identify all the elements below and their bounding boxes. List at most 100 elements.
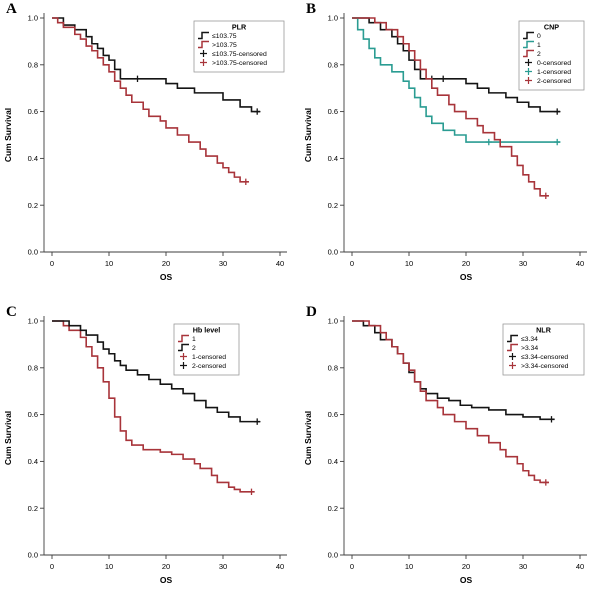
- legend-plus-marker: [200, 59, 207, 66]
- legend-label: >103.75-censored: [212, 60, 267, 67]
- legend-label: 1-censored: [192, 354, 226, 361]
- y-tick-label: 0.0: [328, 551, 338, 560]
- legend-plus-marker: [525, 68, 532, 75]
- legend-label: 1: [537, 42, 541, 49]
- series->103.75: [52, 17, 249, 185]
- censor-mark: [254, 108, 261, 115]
- y-tick-label: 0.6: [28, 107, 38, 116]
- legend-label: 0-censored: [537, 60, 571, 67]
- censor-mark: [554, 138, 561, 146]
- legend-label: >103.75: [212, 42, 237, 49]
- panel-C: C 0.0 0.2 0.4 0.6 0.8 1.0 0 10 20 30 40 OS Cum Survi…: [0, 303, 300, 607]
- y-tick-label: 0.8: [328, 60, 338, 69]
- x-tick-label: 10: [105, 562, 113, 571]
- km-chart-D: 0.0 0.2 0.4 0.6 0.8 1.0 0 10 20 30 40 OS Cum Surviva…: [303, 316, 587, 585]
- x-axis-ticks: 0 10 20 30 40: [50, 252, 284, 268]
- x-tick-label: 40: [576, 562, 584, 571]
- y-tick-label: 0.0: [28, 248, 38, 257]
- panel-A: A 0.0 0.2 0.4 0.6 0.8 1.0 0 10 20 30 40 OS Cum Survi…: [0, 0, 300, 303]
- censor-mark: [485, 138, 492, 146]
- legend-line-marker: [523, 31, 534, 40]
- panel-letter-B: B: [306, 1, 317, 17]
- legend-plus-marker: [509, 353, 516, 360]
- y-tick-label: 1.0: [328, 14, 338, 23]
- y-tick-label: 1.0: [328, 317, 338, 326]
- x-axis-ticks: 0 10 20 30 40: [350, 252, 584, 268]
- panel-B: B 0.0 0.2 0.4 0.6 0.8 1.0 0 10 20 30 40 OS Cum Survi…: [300, 0, 600, 303]
- legend-line-marker: [523, 40, 534, 49]
- x-tick-label: 0: [350, 562, 354, 571]
- y-axis-ticks: 0.0 0.2 0.4 0.6 0.8 1.0: [328, 14, 344, 257]
- y-tick-label: 0.0: [28, 551, 38, 560]
- y-tick-label: 0.4: [28, 457, 38, 466]
- legend-label: 0: [537, 33, 541, 40]
- x-tick-label: 10: [405, 562, 413, 571]
- x-tick-label: 20: [162, 259, 170, 268]
- x-tick-label: 20: [462, 562, 470, 571]
- y-axis-title: Cum Survival: [3, 411, 13, 465]
- y-tick-label: 0.6: [328, 410, 338, 419]
- y-tick-label: 0.2: [328, 504, 338, 513]
- x-axis-ticks: 0 10 20 30 40: [350, 555, 584, 571]
- axes: [43, 316, 287, 556]
- y-axis-ticks: 0.0 0.2 0.4 0.6 0.8 1.0: [328, 317, 344, 560]
- series-2: [352, 17, 549, 200]
- y-tick-label: 1.0: [28, 14, 38, 23]
- series-1: [352, 17, 561, 146]
- censor-mark: [440, 75, 447, 83]
- legend-line-marker: [507, 334, 518, 343]
- series-2: [52, 320, 261, 425]
- x-tick-label: 30: [519, 259, 527, 268]
- legend-label: >3.34-censored: [521, 363, 569, 370]
- y-tick-label: 0.4: [328, 154, 338, 163]
- legend-label: 1: [192, 336, 196, 343]
- series->3.34: [352, 320, 549, 486]
- legend-label: 2: [192, 345, 196, 352]
- legend-label: 2-censored: [192, 363, 226, 370]
- x-tick-label: 20: [462, 259, 470, 268]
- y-tick-label: 0.8: [28, 363, 38, 372]
- x-tick-label: 30: [219, 259, 227, 268]
- legend-title: CNP: [544, 23, 559, 32]
- legend: NLR≤3.34 >3.34 ≤3.34-censored >3.34-censore…: [502, 323, 585, 376]
- y-tick-label: 1.0: [28, 317, 38, 326]
- legend-line-marker: [178, 334, 189, 343]
- legend-plus-marker: [200, 50, 207, 57]
- y-tick-label: 0.4: [28, 154, 38, 163]
- censor-mark: [542, 192, 549, 200]
- legend-label: >3.34: [521, 345, 538, 352]
- legend-line-marker: [523, 49, 534, 58]
- censor-mark: [254, 418, 261, 425]
- x-tick-label: 0: [50, 562, 54, 571]
- legend-label: 1-censored: [537, 69, 571, 76]
- legend-plus-marker: [509, 362, 516, 369]
- legend-label: 2-censored: [537, 78, 571, 85]
- legend-plus-marker: [180, 353, 187, 360]
- y-axis-title: Cum Survival: [303, 108, 313, 162]
- y-tick-label: 0.2: [28, 504, 38, 513]
- x-tick-label: 40: [276, 562, 284, 571]
- km-chart-C: 0.0 0.2 0.4 0.6 0.8 1.0 0 10 20 30 40 OS Cum Surviva…: [3, 316, 287, 585]
- x-tick-label: 10: [405, 259, 413, 268]
- legend-label: 2: [537, 51, 541, 58]
- x-axis-title: OS: [460, 272, 473, 282]
- y-tick-label: 0.2: [28, 201, 38, 210]
- censor-mark: [548, 416, 555, 423]
- censor-mark: [542, 479, 549, 486]
- series-≤3.34: [352, 320, 555, 423]
- x-tick-label: 0: [50, 259, 54, 268]
- legend: PLR≤103.75 >103.75 ≤103.75-censored >103.75…: [193, 20, 285, 73]
- panel-letter-A: A: [6, 1, 17, 17]
- y-tick-label: 0.8: [28, 60, 38, 69]
- y-tick-label: 0.2: [328, 201, 338, 210]
- censor-mark: [242, 178, 249, 185]
- legend-line-marker: [198, 40, 209, 49]
- y-tick-label: 0.8: [328, 363, 338, 372]
- x-tick-label: 40: [276, 259, 284, 268]
- legend-title: NLR: [536, 326, 552, 335]
- censor-mark: [554, 108, 561, 115]
